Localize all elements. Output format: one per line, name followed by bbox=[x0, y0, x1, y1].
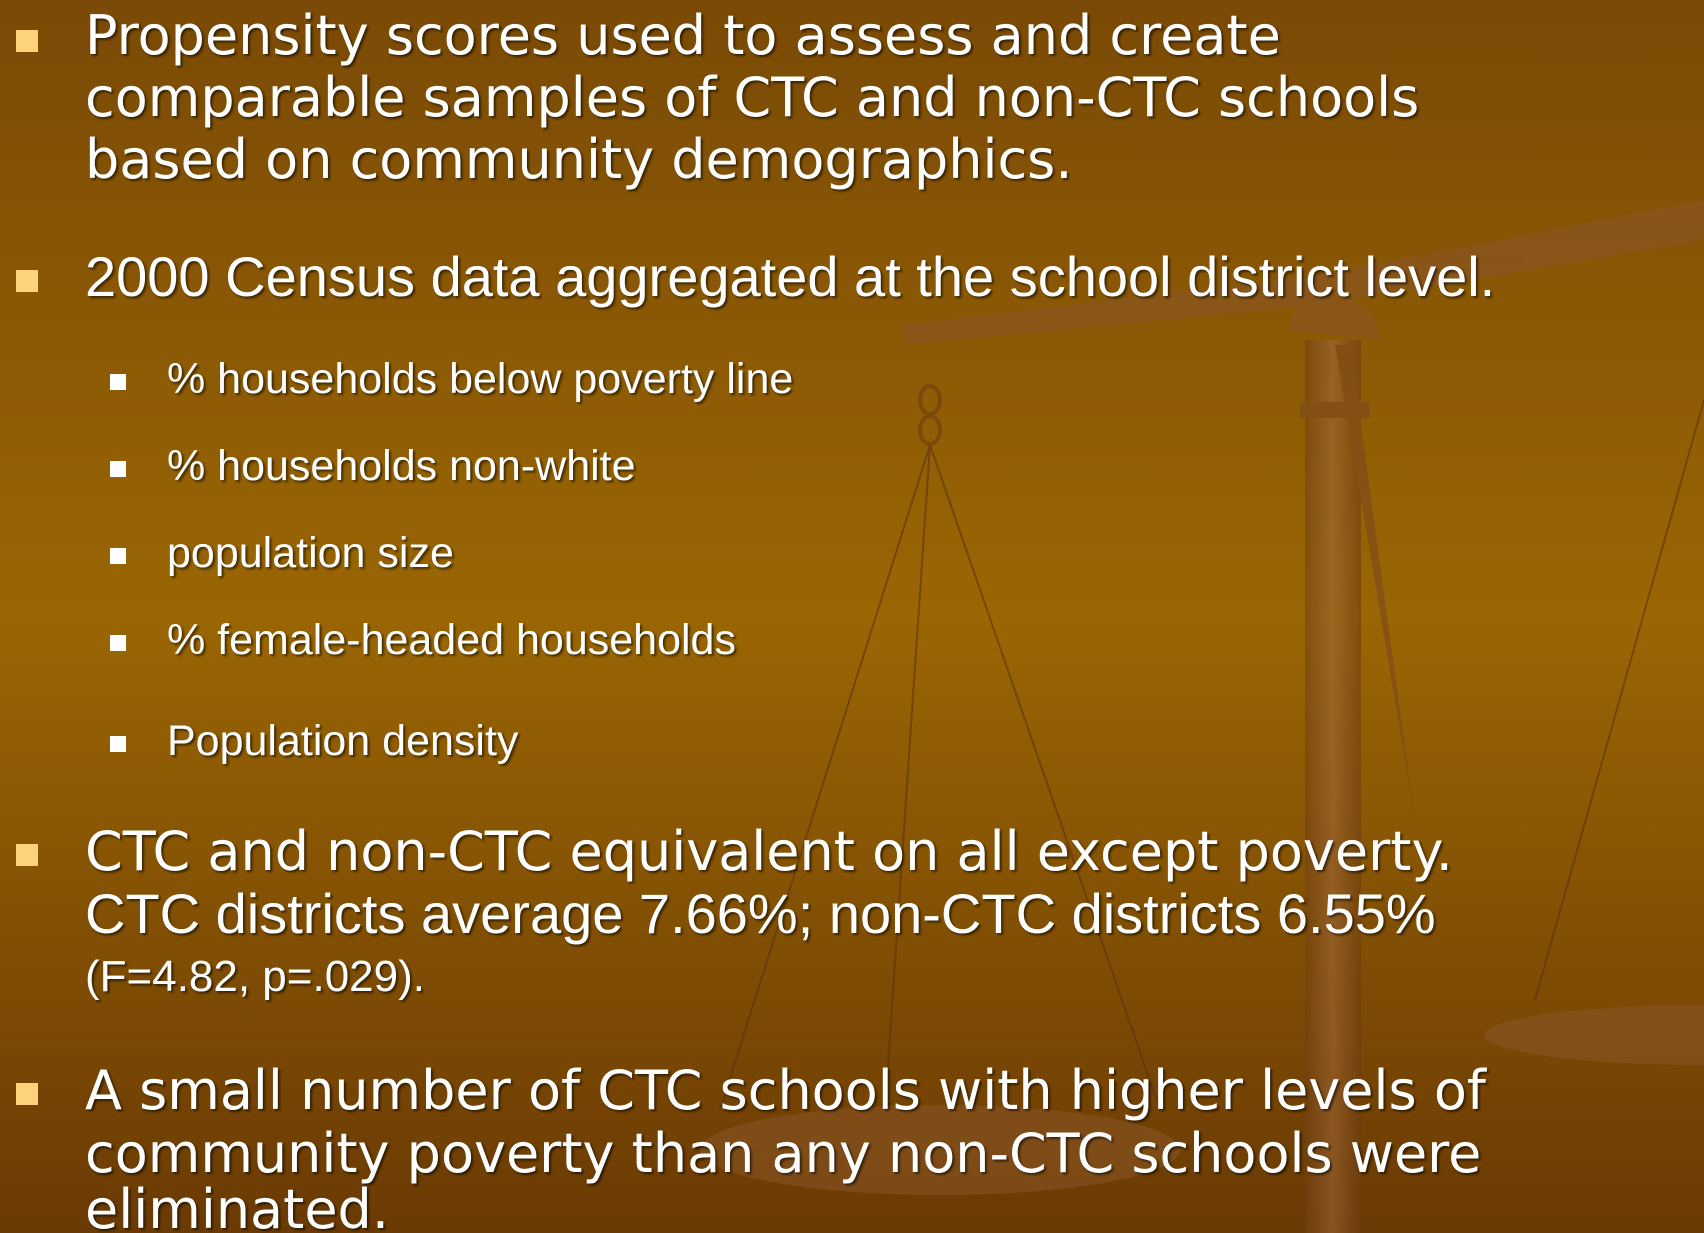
sub-bullet-text: % households non-white bbox=[167, 442, 636, 490]
sub-bullet bbox=[110, 635, 126, 651]
bullet-line: Propensity scores used to assess and cre… bbox=[85, 4, 1281, 67]
bullet-line: (F=4.82, p=.029). bbox=[85, 952, 425, 1001]
slide: Propensity scores used to assess and cre… bbox=[0, 0, 1704, 1233]
sub-bullet bbox=[110, 736, 126, 752]
bullet-line: community poverty than any non-CTC schoo… bbox=[85, 1122, 1481, 1185]
bullet-line: comparable samples of CTC and non-CTC sc… bbox=[85, 66, 1419, 129]
bullet bbox=[16, 844, 38, 866]
bullet bbox=[16, 270, 38, 292]
bullet-line: based on community demographics. bbox=[85, 128, 1072, 191]
sub-bullet bbox=[110, 461, 126, 477]
bullet-line: 2000 Census data aggregated at the schoo… bbox=[85, 245, 1495, 308]
sub-bullet-text: % female-headed households bbox=[167, 616, 736, 664]
page: Propensity scores used to assess and cre… bbox=[0, 0, 1704, 1233]
sub-bullet-text: % households below poverty line bbox=[167, 355, 793, 403]
sub-bullet-text: Population density bbox=[167, 717, 519, 765]
sub-bullet bbox=[110, 548, 126, 564]
bullet bbox=[16, 30, 38, 52]
bullet-line: CTC and non-CTC equivalent on all except… bbox=[85, 820, 1453, 883]
sub-bullet bbox=[110, 374, 126, 390]
sub-bullet-text: population size bbox=[167, 529, 454, 577]
bullet bbox=[16, 1083, 38, 1105]
bullet-line: A small number of CTC schools with highe… bbox=[85, 1059, 1488, 1122]
bullet-line: CTC districts average 7.66%; non-CTC dis… bbox=[85, 882, 1436, 945]
bullet-line: eliminated. bbox=[85, 1178, 389, 1233]
